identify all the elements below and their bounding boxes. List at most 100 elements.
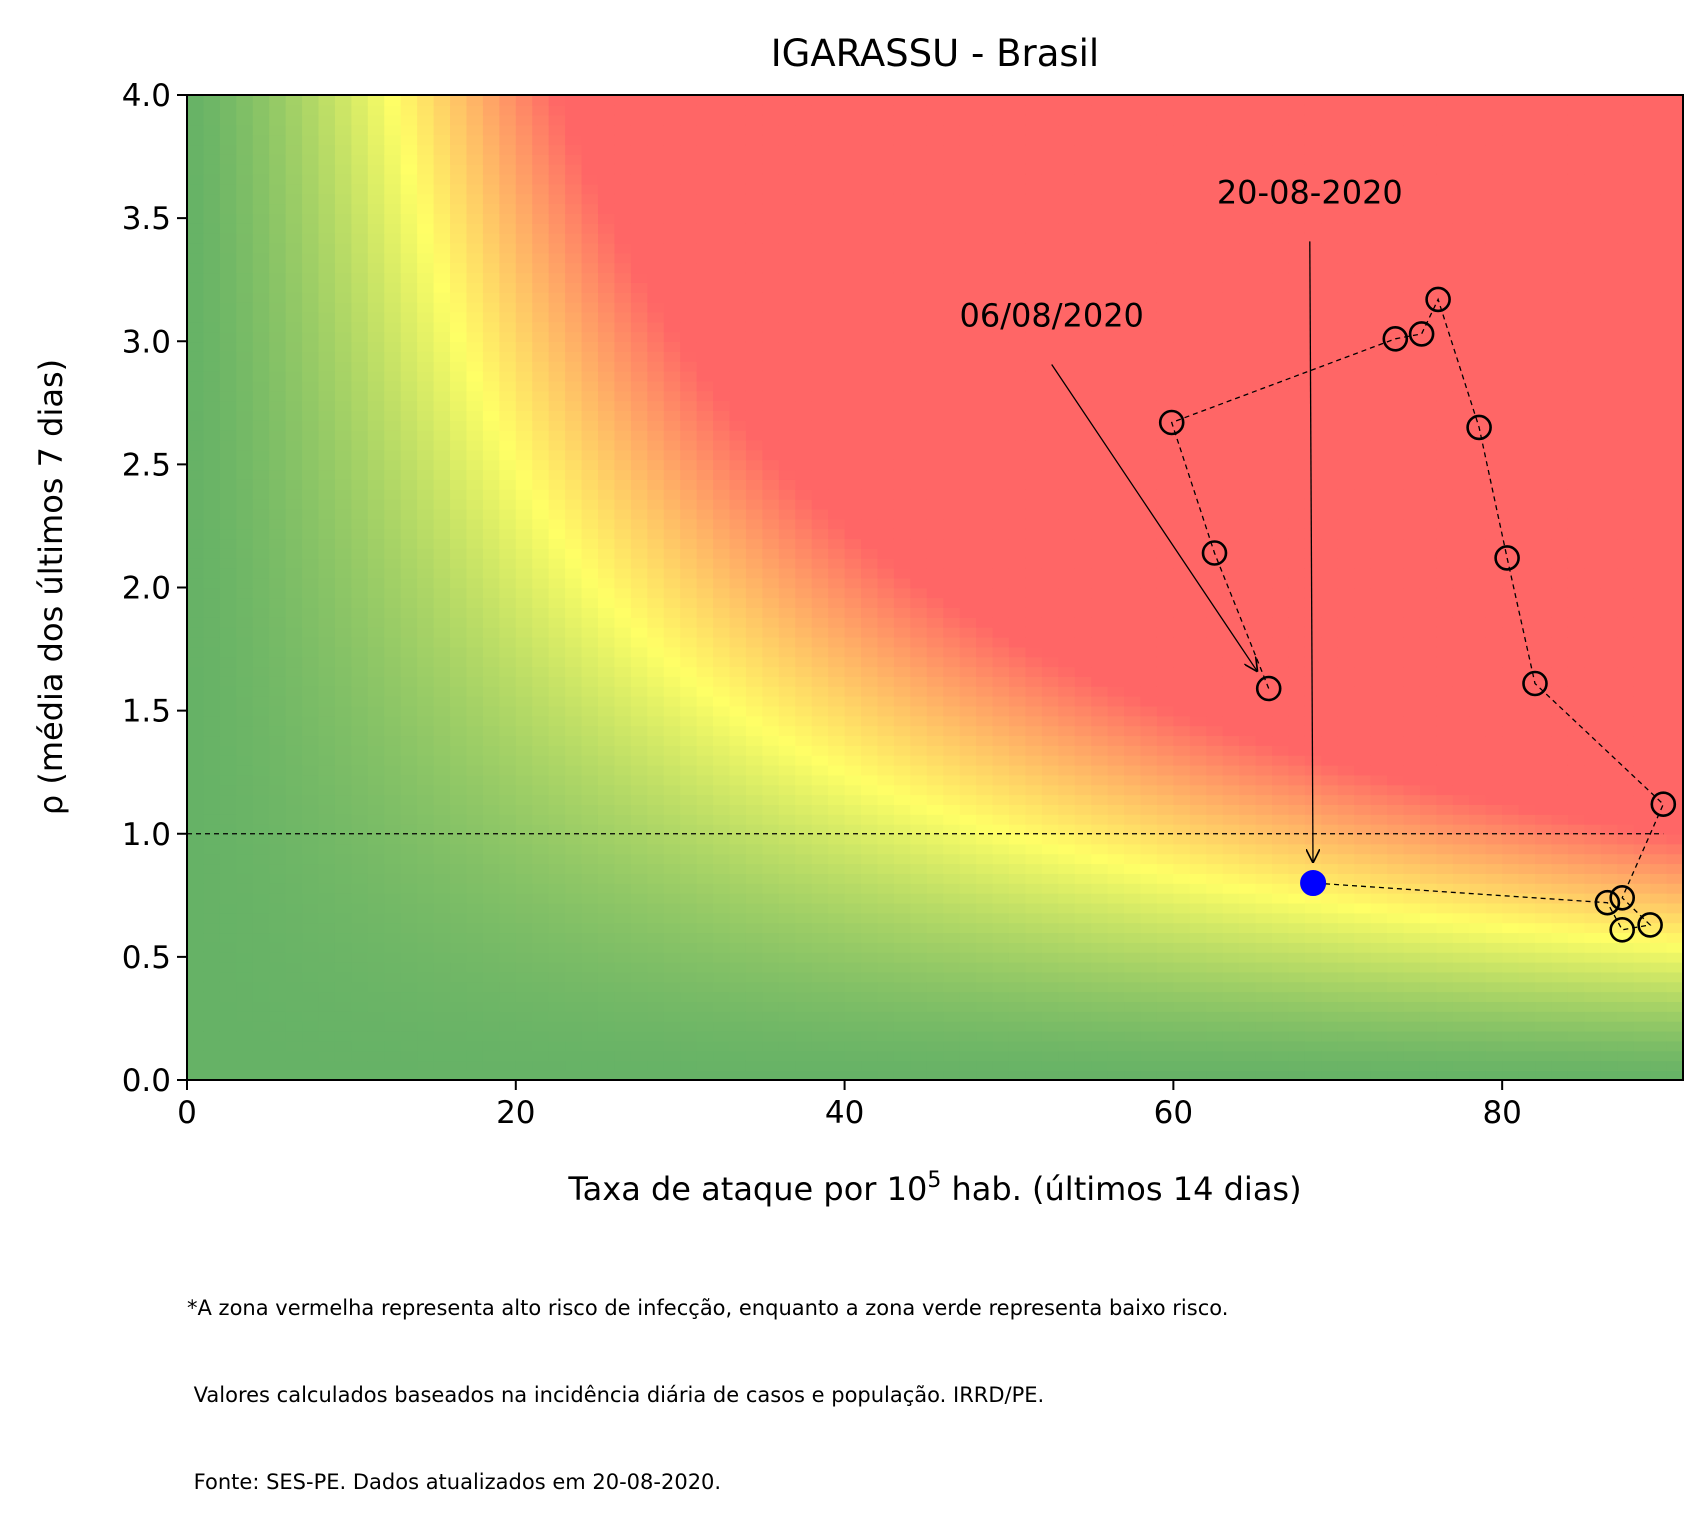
- heatmap-cell: [285, 1011, 303, 1022]
- heatmap-cell: [647, 154, 665, 165]
- heatmap-cell: [417, 380, 435, 392]
- heatmap-cell: [910, 676, 928, 687]
- heatmap-cell: [680, 380, 698, 392]
- heatmap-cell: [647, 439, 665, 451]
- heatmap-cell: [861, 656, 879, 668]
- heatmap-cell: [450, 951, 468, 963]
- heatmap-cell: [302, 971, 320, 983]
- heatmap-cell: [532, 272, 550, 283]
- heatmap-cell: [532, 912, 550, 924]
- heatmap-cell: [959, 932, 977, 943]
- heatmap-cell: [450, 449, 468, 461]
- heatmap-cell: [844, 676, 862, 687]
- heatmap-cell: [203, 656, 221, 668]
- heatmap-cell: [910, 597, 928, 608]
- heatmap-cell: [269, 883, 287, 894]
- heatmap-cell: [515, 951, 534, 963]
- heatmap-cell: [630, 961, 649, 973]
- heatmap-cell: [318, 1040, 336, 1052]
- heatmap-cell: [219, 163, 238, 175]
- heatmap-cell: [811, 991, 829, 1002]
- heatmap-cell: [811, 410, 829, 421]
- heatmap-cell: [285, 439, 303, 451]
- heatmap-cell: [302, 932, 320, 943]
- heatmap-cell: [811, 528, 829, 540]
- heatmap-cell: [762, 193, 780, 205]
- heatmap-cell: [219, 814, 238, 825]
- heatmap-cell: [811, 321, 829, 333]
- heatmap-cell: [499, 863, 517, 874]
- heatmap-cell: [285, 774, 303, 786]
- heatmap-cell: [778, 587, 797, 599]
- heatmap-cell: [762, 725, 780, 737]
- heatmap-cell: [433, 883, 451, 894]
- heatmap-cell: [663, 154, 681, 165]
- heatmap-cell: [976, 892, 994, 904]
- heatmap-cell: [203, 380, 221, 392]
- heatmap-cell: [795, 567, 813, 579]
- heatmap-cell: [581, 577, 599, 589]
- heatmap-cell: [203, 843, 221, 855]
- heatmap-cell: [992, 1011, 1010, 1022]
- heatmap-cell: [795, 252, 813, 264]
- heatmap-cell: [614, 380, 632, 392]
- heatmap-cell: [203, 400, 221, 411]
- heatmap-cell: [285, 863, 303, 874]
- heatmap-cell: [482, 1020, 501, 1032]
- heatmap-cell: [630, 774, 649, 786]
- heatmap-cell: [334, 173, 353, 185]
- heatmap-cell: [762, 587, 780, 599]
- heatmap-cell: [466, 479, 484, 490]
- heatmap-cell: [400, 942, 418, 953]
- heatmap-cell: [499, 410, 517, 421]
- heatmap-cell: [187, 341, 205, 352]
- heatmap-cell: [795, 1070, 813, 1080]
- heatmap-cell: [647, 508, 665, 520]
- heatmap-cell: [433, 213, 451, 224]
- heatmap-cell: [269, 538, 287, 549]
- heatmap-cell: [992, 518, 1010, 530]
- heatmap-cell: [893, 479, 912, 490]
- heatmap-cell: [417, 252, 435, 264]
- heatmap-cell: [861, 548, 879, 559]
- heatmap-cell: [778, 1001, 797, 1012]
- heatmap-cell: [334, 873, 353, 884]
- heatmap-cell: [910, 134, 928, 146]
- heatmap-cell: [565, 489, 583, 500]
- heatmap-cell: [302, 311, 320, 323]
- heatmap-cell: [959, 814, 977, 825]
- heatmap-cell: [795, 282, 813, 293]
- heatmap-cell: [680, 351, 698, 362]
- heatmap-cell: [680, 410, 698, 421]
- heatmap-cell: [548, 636, 566, 648]
- heatmap-cell: [713, 764, 731, 776]
- heatmap-cell: [778, 370, 797, 382]
- heatmap-cell: [762, 459, 780, 471]
- heatmap-cell: [713, 833, 731, 845]
- heatmap-cell: [450, 272, 468, 283]
- heatmap-cell: [959, 1060, 977, 1071]
- heatmap-cell: [778, 1011, 797, 1022]
- heatmap-cell: [745, 686, 764, 697]
- heatmap-cell: [795, 814, 813, 825]
- heatmap-cell: [844, 104, 862, 116]
- heatmap-cell: [893, 873, 912, 884]
- heatmap-cell: [680, 646, 698, 658]
- heatmap-cell: [861, 272, 879, 283]
- heatmap-cell: [696, 311, 714, 323]
- heatmap-cell: [976, 301, 994, 313]
- heatmap-cell: [861, 735, 879, 746]
- heatmap-cell: [417, 1030, 435, 1042]
- heatmap-cell: [318, 991, 336, 1002]
- heatmap-cell: [384, 114, 402, 126]
- heatmap-cell: [565, 360, 583, 372]
- heatmap-cell: [252, 548, 270, 559]
- heatmap-cell: [713, 754, 731, 766]
- heatmap-cell: [532, 420, 550, 431]
- heatmap-cell: [976, 272, 994, 283]
- heatmap-cell: [680, 272, 698, 283]
- heatmap-cell: [302, 341, 320, 352]
- heatmap-cell: [745, 124, 764, 136]
- heatmap-cell: [187, 321, 205, 333]
- heatmap-cell: [663, 814, 681, 825]
